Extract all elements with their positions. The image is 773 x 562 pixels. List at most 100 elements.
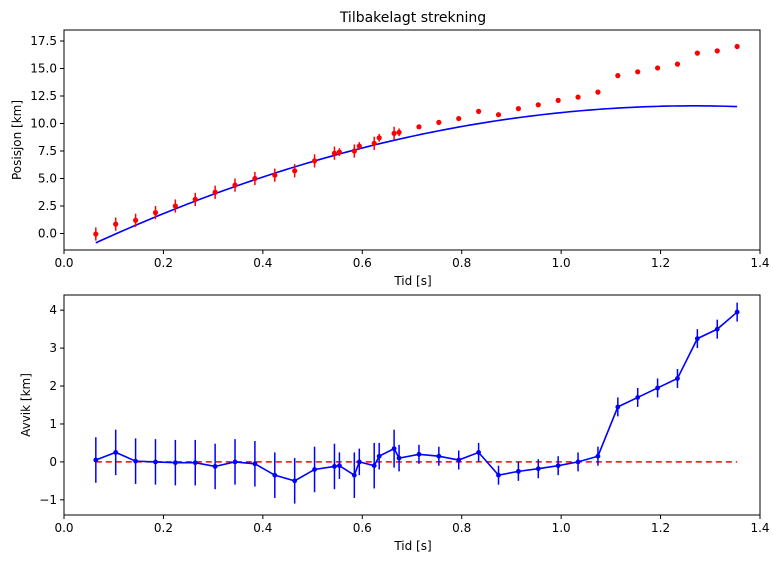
data-point	[331, 150, 338, 156]
data-point	[252, 461, 258, 467]
data-point	[694, 50, 700, 56]
x-tick-label: 0.6	[353, 256, 372, 270]
position-chart-marks	[93, 43, 740, 244]
data-point	[535, 466, 541, 472]
data-point	[371, 463, 377, 469]
data-point	[734, 43, 740, 50]
data-point	[93, 231, 99, 237]
data-point	[356, 143, 362, 149]
data-point	[496, 472, 501, 478]
y-tick-label: 10.0	[30, 117, 57, 131]
y-tick-label: 5.0	[38, 172, 57, 186]
x-tick-label: 0.2	[154, 521, 173, 535]
y-tick-label: 2.5	[38, 199, 57, 213]
series-line	[95, 311, 738, 482]
fit-curve	[95, 105, 738, 244]
data-point	[575, 459, 581, 465]
data-point	[212, 464, 218, 469]
data-point	[292, 478, 298, 484]
data-point	[153, 459, 158, 465]
data-point	[212, 189, 218, 195]
data-point	[371, 140, 377, 146]
data-point	[172, 203, 178, 209]
data-point	[674, 61, 681, 67]
data-point	[192, 460, 198, 466]
data-point	[337, 463, 342, 469]
data-point	[311, 158, 318, 164]
data-point	[351, 148, 357, 154]
data-point	[172, 460, 178, 466]
data-point	[113, 450, 119, 455]
data-point	[351, 472, 357, 478]
x-tick-label: 0.4	[253, 521, 272, 535]
data-point	[595, 453, 601, 459]
data-point	[252, 175, 258, 182]
data-point	[575, 94, 581, 100]
y-tick-label: 1	[49, 417, 57, 431]
data-point	[416, 451, 422, 457]
data-point	[456, 115, 462, 122]
y-tick-label: 0	[49, 455, 57, 469]
chart-title: Tilbakelagt strekning	[339, 10, 486, 26]
data-point	[396, 455, 402, 461]
data-point	[336, 149, 343, 155]
data-point	[655, 385, 660, 391]
y-tick-label: 0.0	[38, 227, 57, 241]
y-tick-label: 4	[49, 303, 57, 317]
data-point	[476, 108, 482, 114]
data-point	[734, 309, 740, 315]
data-point	[232, 459, 238, 465]
data-point	[654, 65, 661, 71]
data-point	[694, 336, 700, 342]
data-point	[292, 168, 298, 174]
data-point	[312, 467, 317, 472]
data-point	[555, 463, 561, 469]
data-point	[476, 450, 482, 455]
x-tick-label: 0.6	[353, 521, 372, 535]
data-point	[332, 464, 337, 469]
y-tick-label: 3	[49, 341, 57, 355]
data-point	[675, 376, 680, 381]
y-tick-label: 17.5	[30, 34, 57, 48]
x-tick-label: 1.4	[750, 256, 769, 270]
data-point	[436, 119, 442, 125]
data-point	[615, 73, 621, 79]
x-tick-label: 1.0	[552, 521, 571, 535]
data-point	[232, 182, 238, 188]
data-point	[714, 326, 720, 332]
data-point	[635, 395, 641, 400]
data-point	[391, 446, 397, 452]
deviation-chart-ticks: 0.0 0.2 0.4 0.6 0.8 1.0 1.2 1.4 −1 0 1 2 3 4	[39, 303, 769, 535]
data-point	[456, 457, 462, 463]
data-point	[595, 89, 601, 95]
deviation-chart-frame	[63, 294, 761, 516]
data-point	[555, 97, 561, 103]
data-point	[396, 129, 402, 135]
data-point	[615, 404, 621, 410]
data-point	[192, 196, 198, 202]
data-point	[515, 106, 521, 112]
data-point	[272, 472, 278, 478]
x-tick-label: 1.0	[552, 256, 571, 270]
data-point	[436, 453, 442, 459]
data-point	[714, 48, 720, 54]
data-point	[93, 457, 99, 463]
data-point	[376, 453, 382, 459]
position-chart-frame	[63, 29, 761, 251]
y-axis-label: Posisjon [km]	[10, 100, 24, 180]
data-point	[391, 130, 397, 136]
y-tick-label: 12.5	[30, 89, 57, 103]
y-tick-label: 2	[49, 379, 57, 393]
position-chart: Tilbakelagt strekning 0.0 0.2 0.4 0.6 0.8 1.0…	[10, 10, 770, 288]
data-point	[272, 172, 278, 178]
deviation-chart-marks	[93, 302, 740, 504]
y-axis-label: Avvik [km]	[19, 373, 33, 437]
x-axis-label: Tid [s]	[393, 274, 431, 288]
y-tick-label: 15.0	[30, 62, 57, 76]
x-tick-label: 0.2	[154, 256, 173, 270]
data-point	[356, 459, 362, 465]
y-tick-label: −1	[39, 493, 57, 507]
x-tick-label: 1.2	[651, 256, 670, 270]
x-tick-label: 0.8	[452, 256, 471, 270]
